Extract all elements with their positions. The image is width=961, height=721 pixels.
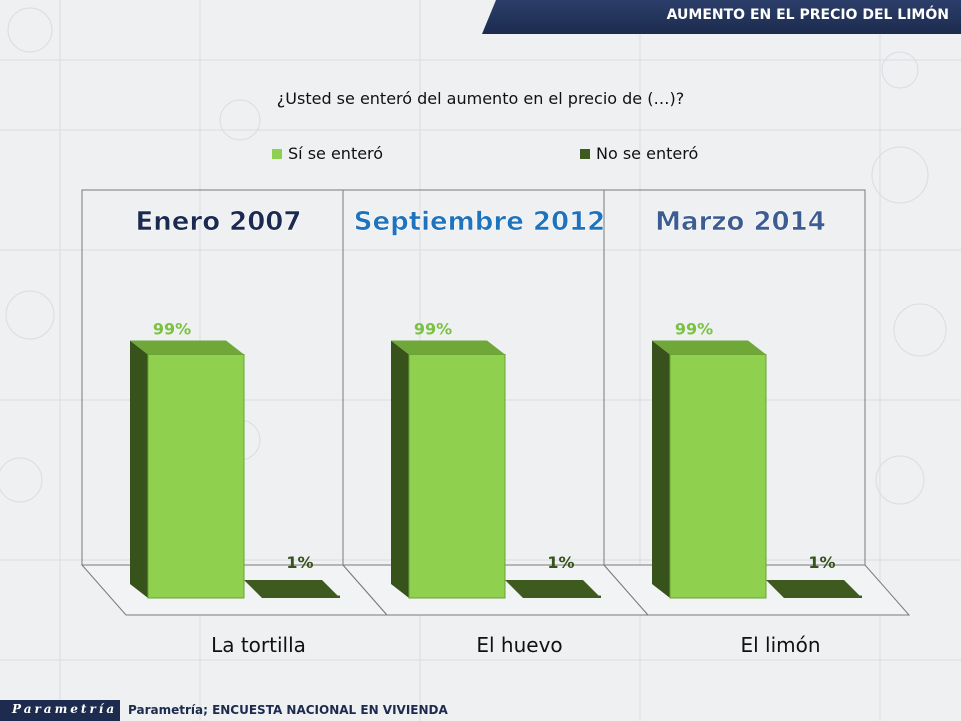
category-label: La tortilla <box>211 633 306 657</box>
bar-no <box>505 580 601 598</box>
data-label-no: 1% <box>286 553 313 572</box>
bar-no <box>244 580 340 598</box>
category-label: El huevo <box>476 633 562 657</box>
panel-period-title: Marzo 2014 <box>655 207 826 237</box>
data-label-no: 1% <box>547 553 574 572</box>
data-label-si: 99% <box>675 319 713 338</box>
bar-si-side <box>130 340 148 598</box>
data-label-si: 99% <box>414 319 452 338</box>
data-label-si: 99% <box>153 319 191 338</box>
bar-si <box>147 353 245 599</box>
bar-si-side <box>652 340 670 598</box>
bar-si-top <box>130 340 244 355</box>
footer-logo-text: Parametría <box>12 702 118 716</box>
legend-label-no: No se enteró <box>596 144 699 163</box>
footer-source: Parametría; ENCUESTA NACIONAL EN VIVIEND… <box>128 703 448 717</box>
bar-no-front <box>523 595 601 598</box>
bar-si-top <box>652 340 766 355</box>
page-title: AUMENTO EN EL PRECIO DEL LIMÓN <box>666 7 949 23</box>
bar-si-side <box>391 340 409 598</box>
data-label-no: 1% <box>808 553 835 572</box>
bar-si-top <box>391 340 505 355</box>
category-label: El limón <box>740 633 820 657</box>
bar-si <box>669 353 767 599</box>
header-bar: AUMENTO EN EL PRECIO DEL LIMÓN <box>482 0 961 34</box>
legend-item-no: No se enteró <box>580 144 698 163</box>
legend-swatch-no <box>580 148 590 159</box>
chart-question-title: ¿Usted se enteró del aumento en el preci… <box>276 89 685 108</box>
legend-item-si: Sí se enteró <box>272 144 383 163</box>
legend-label-si: Sí se enteró <box>288 144 384 163</box>
bar-no <box>766 580 862 598</box>
legend-swatch-si <box>272 148 282 159</box>
bar-si <box>408 353 506 599</box>
bar-no-front <box>784 595 862 598</box>
bar-no-front <box>262 595 340 598</box>
footer-logo: Parametría <box>0 700 120 721</box>
panel-period-title: Enero 2007 <box>135 207 301 237</box>
panel-period-title: Septiembre 2012 <box>354 207 606 237</box>
